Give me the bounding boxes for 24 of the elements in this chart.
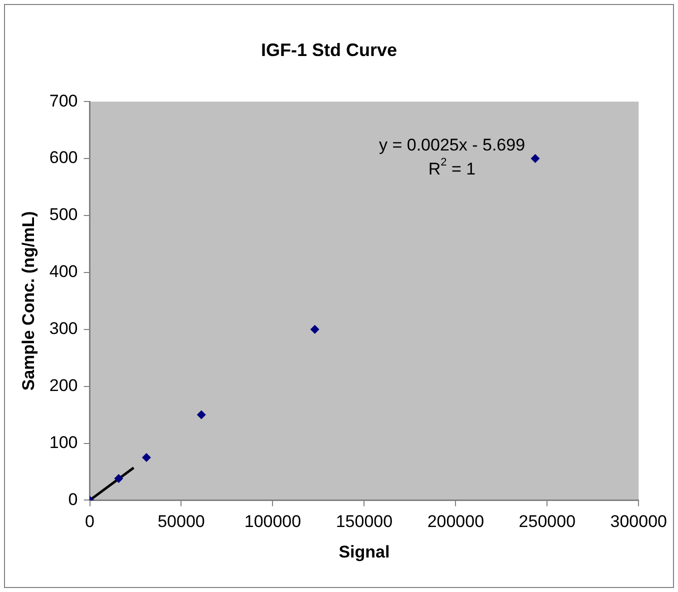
point (310, 324, 320, 334)
point (142, 452, 151, 462)
y-tick-label: 700 (49, 91, 78, 110)
x-axis-title: Signal (338, 542, 390, 562)
x-tick-label: 150000 (336, 512, 393, 532)
x-tick-label: 250000 (518, 512, 576, 532)
x-tick-label: 200000 (427, 512, 484, 532)
y-tick-label: 400 (49, 262, 78, 282)
y-tick-label: 500 (49, 205, 78, 224)
chart-title: IGF-1 Std Curve (260, 40, 398, 60)
y-tick-label: 600 (49, 148, 78, 168)
annotation: y = 0.0025x - 5.699 (379, 135, 526, 154)
x-tick-label: 0 (85, 512, 94, 532)
point (114, 474, 124, 484)
x-tick-label: 100000 (244, 512, 302, 532)
y-tick-label: 0 (68, 490, 78, 509)
y-tick-label: 200 (49, 376, 78, 395)
y-axis-title: Sample Conc. (ng/mL) (18, 211, 38, 391)
point (530, 154, 540, 164)
y-tick-label: 100 (49, 432, 78, 452)
x-tick-label: 50000 (158, 512, 205, 532)
y-tick-label: 300 (49, 319, 78, 338)
point (196, 410, 206, 420)
x-tick-label: 300000 (610, 512, 668, 532)
